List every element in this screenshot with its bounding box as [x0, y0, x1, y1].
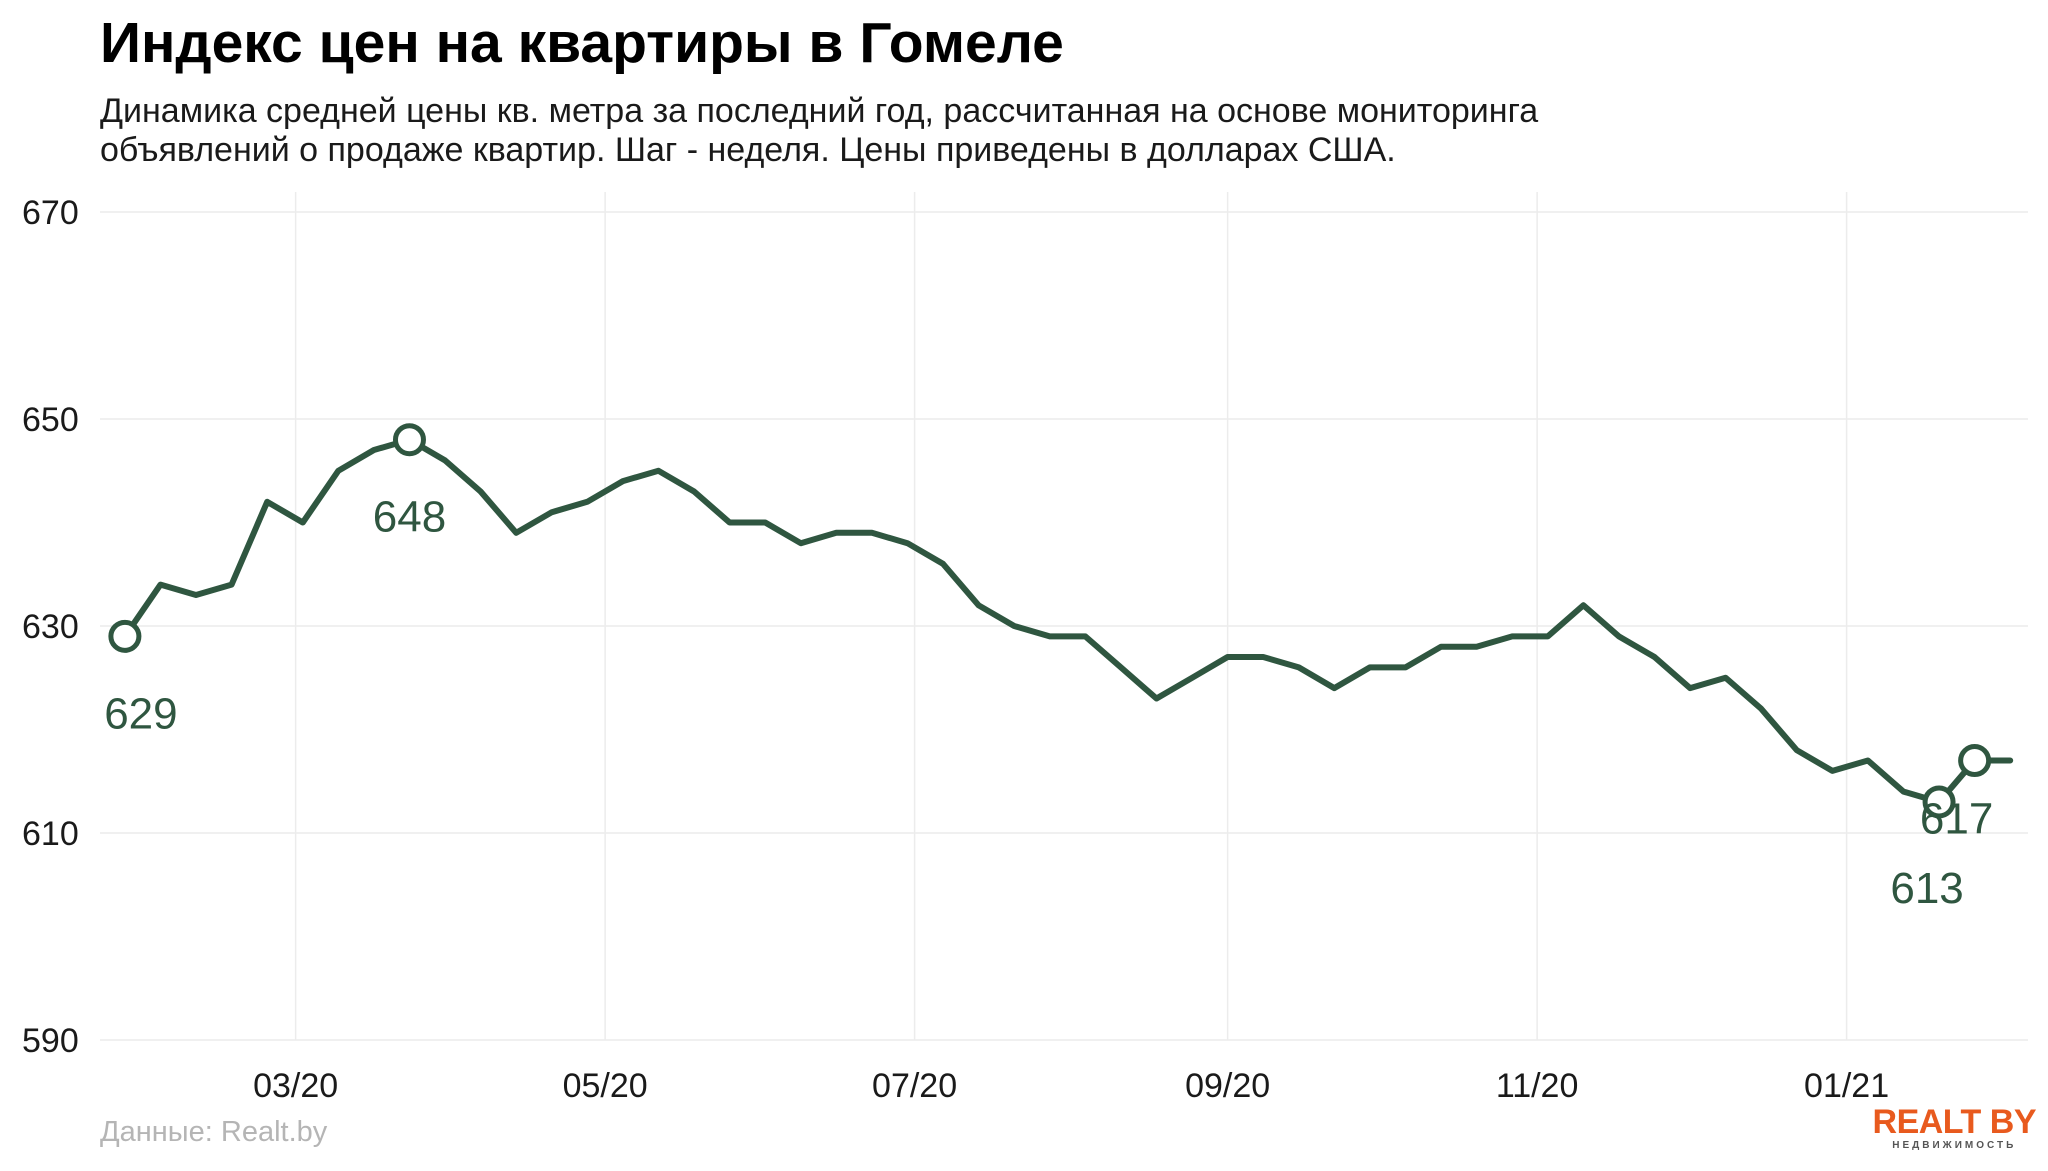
grid	[100, 192, 2028, 1041]
data-label: 648	[373, 493, 446, 542]
data-source: Данные: Realt.by	[100, 1116, 328, 1148]
y-tick-label: 630	[22, 608, 79, 646]
data-marker	[1958, 744, 1992, 778]
data-marker	[108, 619, 142, 653]
data-label: 613	[1890, 864, 1963, 913]
x-tick-label: 03/20	[253, 1067, 338, 1105]
data-label-layer: 629 648 613 617	[104, 493, 1993, 913]
x-tick-label: 09/20	[1185, 1067, 1270, 1105]
y-tick-label: 590	[22, 1022, 79, 1060]
x-tick-label: 11/20	[1496, 1067, 1579, 1105]
y-tick-label: 650	[22, 401, 79, 439]
data-label: 617	[1920, 795, 1993, 844]
logo-subtext: НЕДВИЖИМОСТЬ	[1892, 1140, 2017, 1151]
series-line-layer	[121, 436, 2014, 805]
y-tick-label: 610	[22, 815, 79, 853]
chart-title: Индекс цен на квартиры в Гомеле	[100, 11, 1064, 75]
y-tick-label: 670	[22, 194, 79, 232]
subtitle-line-2: объявлений о продаже квартир. Шаг - неде…	[100, 131, 1396, 169]
data-marker	[1922, 785, 1956, 819]
subtitle-line-1: Динамика средней цены кв. метра за после…	[100, 92, 1539, 130]
realt-logo: REALT BY НЕДВИЖИМОСТЬ	[1872, 1103, 2037, 1152]
x-tick-label: 07/20	[872, 1067, 957, 1105]
x-tick-label: 05/20	[563, 1067, 648, 1105]
data-label: 629	[104, 689, 177, 738]
axis-ticks: 590 610 630 650 670 03/20 05/20 07/20 09/20 11/20…	[22, 194, 1889, 1105]
series-line	[121, 436, 2014, 805]
data-marker	[392, 423, 426, 457]
marker-layer	[108, 423, 1992, 819]
logo-text: REALT BY	[1872, 1103, 2037, 1141]
chart-subtitle: Динамика средней цены кв. метра за после…	[100, 92, 2000, 170]
x-tick-label: 01/21	[1804, 1067, 1889, 1105]
